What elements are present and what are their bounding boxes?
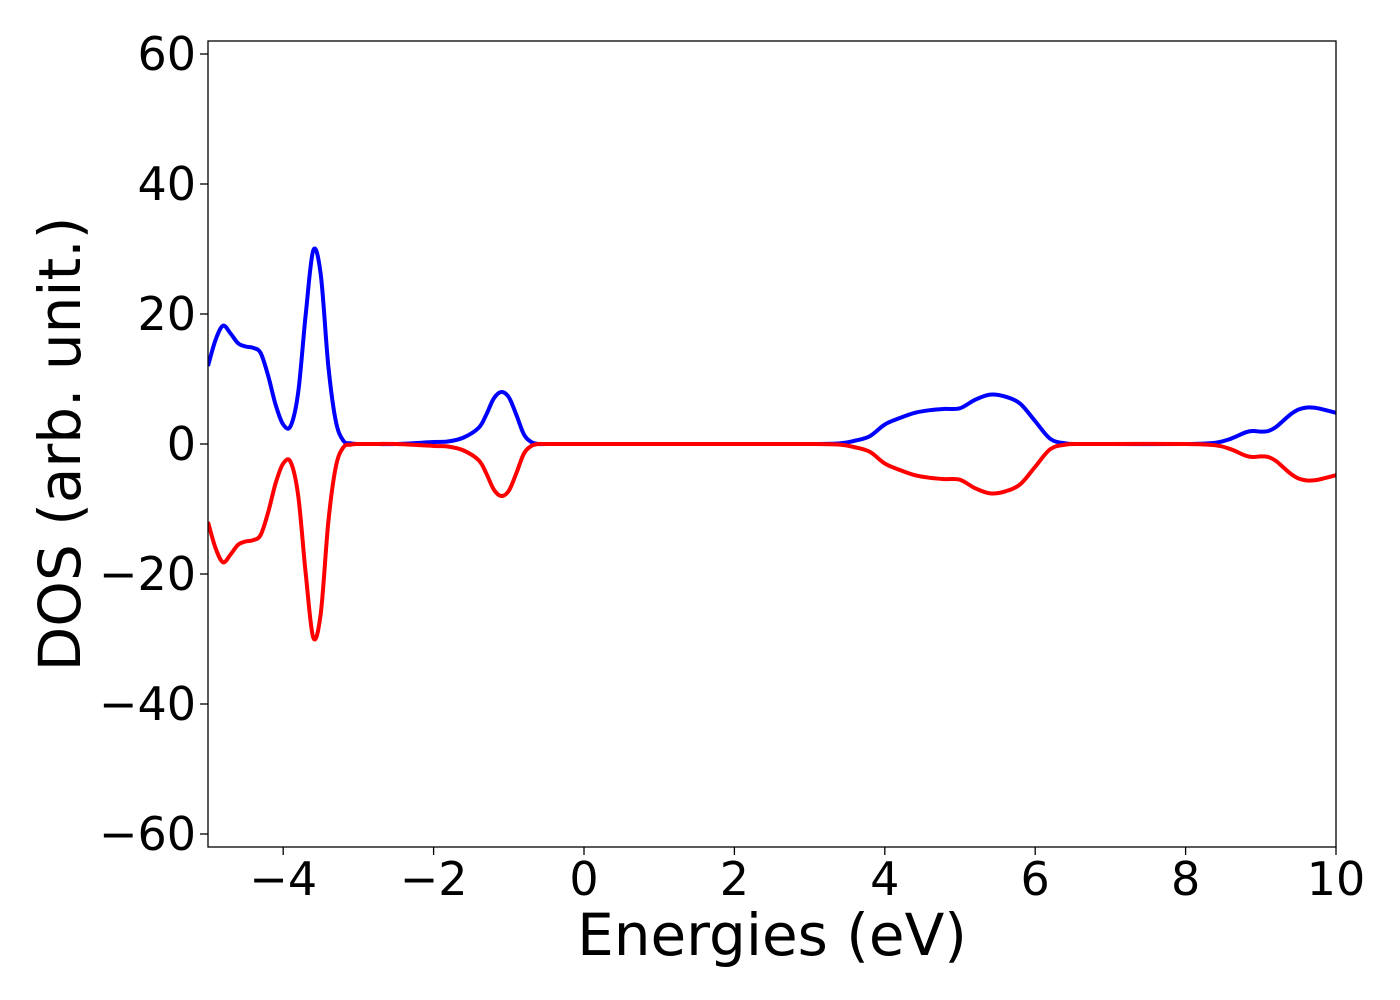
y-tick-label: 0 — [167, 417, 196, 471]
x-tick-label: 6 — [1021, 852, 1050, 906]
y-tick-label: 60 — [137, 27, 196, 81]
x-tick-label: 8 — [1171, 852, 1200, 906]
y-tick-label: −40 — [99, 677, 196, 731]
series-layer — [208, 246, 1336, 642]
x-tick-label: 4 — [870, 852, 899, 906]
y-tick-label: 20 — [137, 287, 196, 341]
series-line-1 — [208, 246, 1336, 447]
y-tick-label: −60 — [99, 807, 196, 861]
x-tick-label: −2 — [400, 852, 468, 906]
x-tick-label: −4 — [249, 852, 317, 906]
x-tick-label: 2 — [720, 852, 749, 906]
y-tick-label: 40 — [137, 157, 196, 211]
y-axis: −60 −40 −20 0 20 40 60 — [99, 27, 208, 861]
y-axis-title: DOS (arb. unit.) — [26, 217, 94, 672]
series-line-2 — [208, 441, 1336, 642]
x-tick-label: 10 — [1307, 852, 1366, 906]
x-tick-label: 0 — [569, 852, 598, 906]
x-axis: −4 −2 0 2 4 6 8 10 — [249, 847, 1365, 906]
y-tick-label: −20 — [99, 547, 196, 601]
x-axis-title: Energies (eV) — [577, 901, 967, 969]
